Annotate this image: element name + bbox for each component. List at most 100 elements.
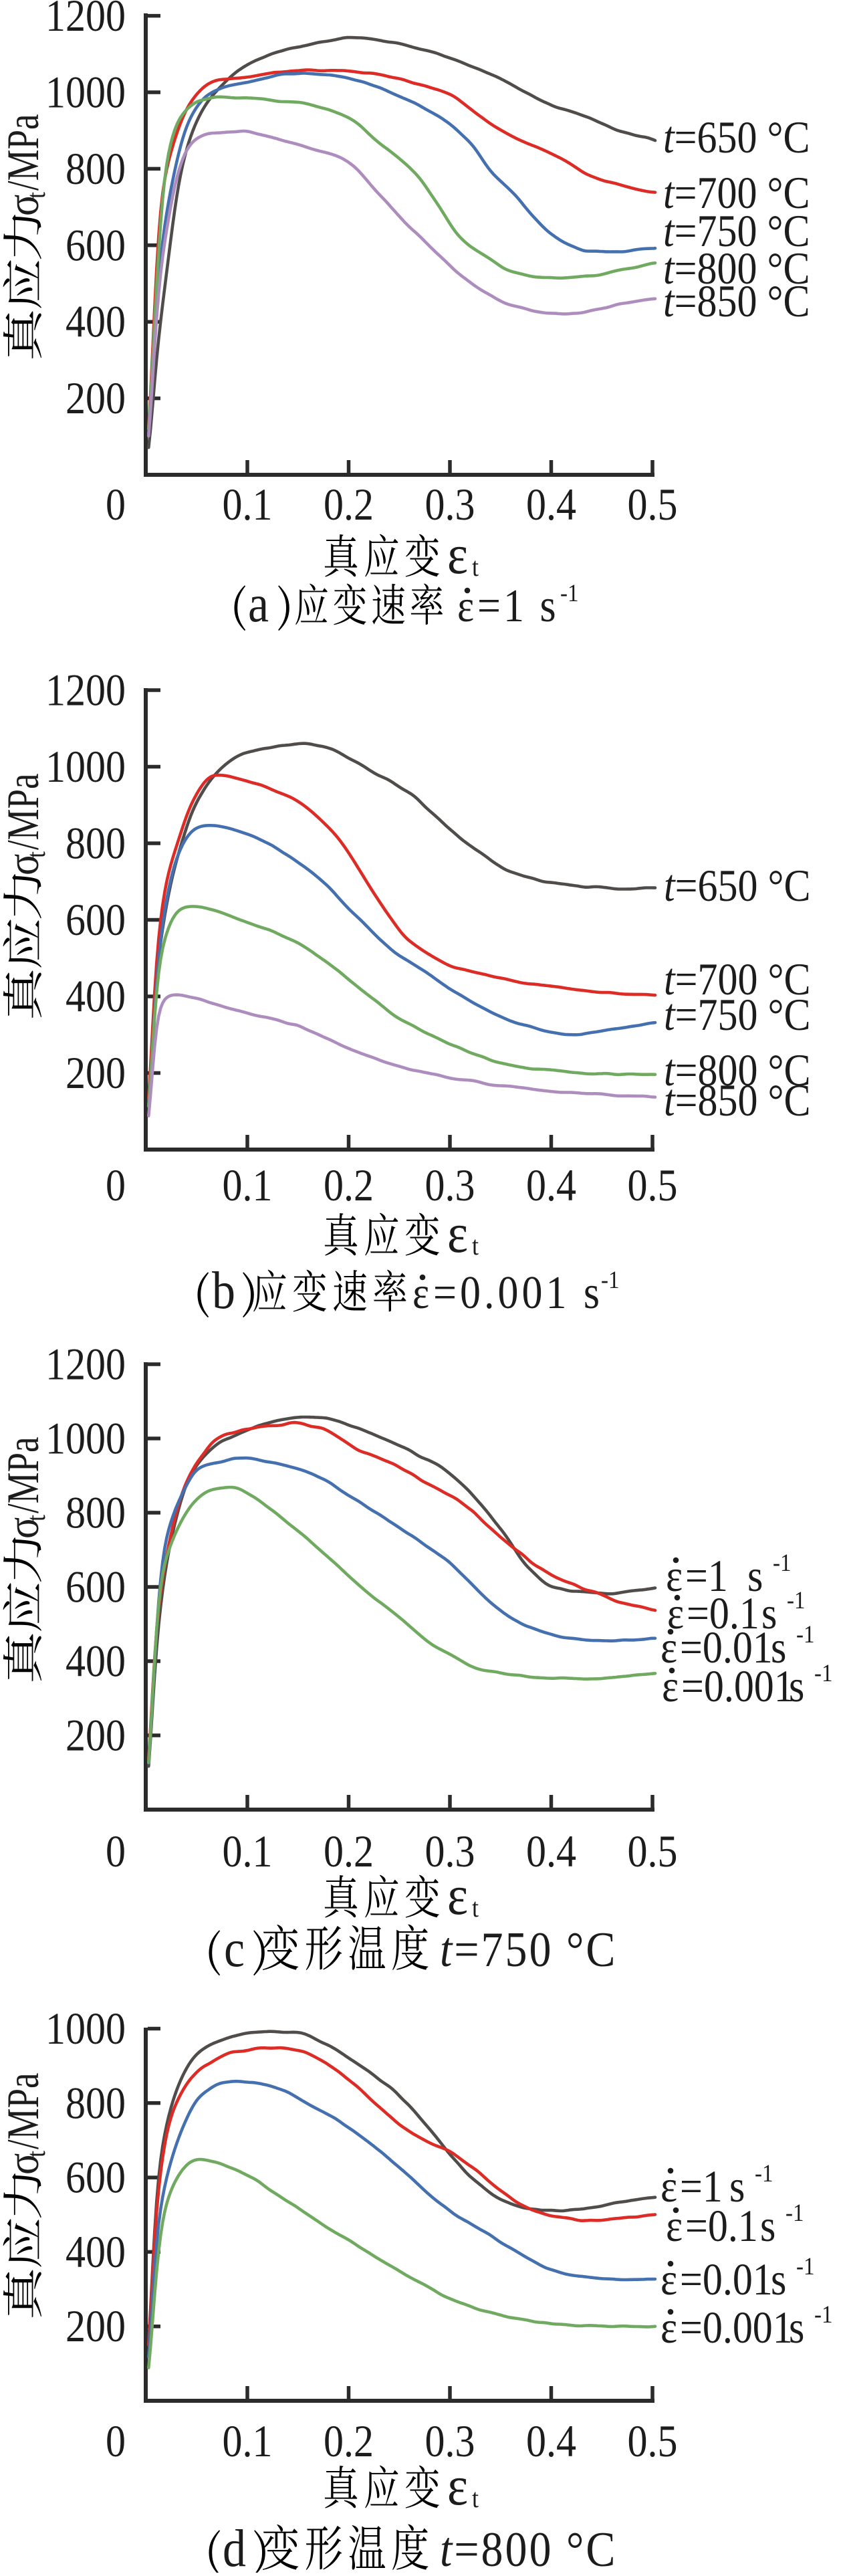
svg-text:1200: 1200 <box>45 1339 126 1389</box>
svg-text:s: s <box>747 1551 763 1601</box>
svg-text:=0.001: =0.001 <box>681 1661 794 1711</box>
svg-text:-1: -1 <box>755 2159 773 2187</box>
svg-text:0: 0 <box>106 1826 126 1876</box>
svg-text:0.4: 0.4 <box>526 479 576 530</box>
svg-text:800: 800 <box>66 2078 126 2128</box>
svg-text:0.4: 0.4 <box>526 2416 576 2466</box>
svg-text:=1: =1 <box>685 1551 728 1601</box>
svg-text:t: t <box>472 1231 479 1261</box>
svg-text:ε: ε <box>447 1865 468 1927</box>
svg-text:200: 200 <box>66 1048 126 1098</box>
svg-text:-1: -1 <box>787 1586 805 1614</box>
svg-text:0.5: 0.5 <box>628 479 678 530</box>
svg-text:σ: σ <box>0 1517 48 1539</box>
svg-text:0.5: 0.5 <box>628 1826 678 1876</box>
svg-text:=0.01: =0.01 <box>680 2254 773 2304</box>
svg-text:0.4: 0.4 <box>526 1826 576 1876</box>
svg-text:=0.01: =0.01 <box>680 1622 773 1673</box>
svg-text:=0.1: =0.1 <box>687 1588 759 1638</box>
svg-text:-1: -1 <box>814 2300 832 2328</box>
svg-text:s: s <box>760 2201 775 2251</box>
svg-text:t=650 °C: t=650 °C <box>664 861 810 911</box>
svg-text:t: t <box>21 851 51 858</box>
svg-text:/MPa: /MPa <box>0 114 49 191</box>
svg-text:1000: 1000 <box>45 2004 126 2054</box>
svg-text:σ: σ <box>0 854 48 875</box>
svg-text:200: 200 <box>66 373 126 423</box>
svg-text:0.3: 0.3 <box>425 479 475 530</box>
svg-text:/MPa: /MPa <box>0 2073 49 2149</box>
svg-text:0.1: 0.1 <box>223 1826 273 1876</box>
svg-text:ε: ε <box>447 524 468 586</box>
svg-text:ε: ε <box>447 1203 468 1265</box>
svg-text:0.2: 0.2 <box>324 1826 374 1876</box>
svg-text:σ: σ <box>0 195 48 216</box>
svg-text:-1: -1 <box>601 1266 619 1293</box>
svg-text:=0.1: =0.1 <box>685 2201 758 2251</box>
svg-text:σ: σ <box>0 2153 48 2175</box>
svg-text:0.3: 0.3 <box>425 1826 475 1876</box>
svg-text:a: a <box>248 574 269 633</box>
svg-text:s: s <box>789 2302 804 2353</box>
svg-text:0: 0 <box>106 2416 126 2466</box>
svg-text:t: t <box>472 2484 479 2513</box>
svg-text:=1: =1 <box>680 2161 723 2212</box>
svg-text:1200: 1200 <box>45 665 126 715</box>
svg-text:200: 200 <box>66 1710 126 1760</box>
svg-text:0.3: 0.3 <box>425 1160 475 1210</box>
svg-text:600: 600 <box>66 895 126 945</box>
svg-text:s: s <box>761 1588 777 1638</box>
svg-text:800: 800 <box>66 1487 126 1537</box>
svg-text:800: 800 <box>66 818 126 868</box>
svg-text:t=800 °C: t=800 °C <box>664 1045 810 1095</box>
svg-text:0.2: 0.2 <box>324 2416 374 2466</box>
svg-text:0.5: 0.5 <box>628 2416 678 2466</box>
svg-text:d: d <box>223 2519 246 2573</box>
svg-text:t=850 °C: t=850 °C <box>663 276 810 326</box>
svg-text:t=750 °C: t=750 °C <box>663 206 810 256</box>
svg-text:0.3: 0.3 <box>425 2416 475 2466</box>
svg-text:-1: -1 <box>786 2199 804 2226</box>
svg-text:s: s <box>729 2161 745 2212</box>
svg-text:-1: -1 <box>796 2252 814 2280</box>
svg-text:s: s <box>771 1622 786 1673</box>
svg-text:600: 600 <box>66 1562 126 1612</box>
svg-text:0: 0 <box>106 479 126 530</box>
svg-text:0: 0 <box>106 1160 126 1210</box>
svg-text:1000: 1000 <box>45 1413 126 1463</box>
svg-text:0.5: 0.5 <box>628 1160 678 1210</box>
svg-text:t=850 °C: t=850 °C <box>664 1075 810 1125</box>
svg-text:-1: -1 <box>560 579 578 607</box>
svg-text:s: s <box>789 1661 804 1711</box>
svg-text:t=750 °C: t=750 °C <box>664 990 810 1040</box>
svg-text:t=800 °C: t=800 °C <box>440 2522 617 2573</box>
svg-text:t: t <box>21 192 51 199</box>
svg-text:-1: -1 <box>814 1659 832 1687</box>
svg-text:0.1: 0.1 <box>223 2416 273 2466</box>
svg-text:t: t <box>472 1893 479 1923</box>
svg-text:t: t <box>472 552 479 582</box>
svg-text:c: c <box>224 1919 245 1978</box>
svg-text:400: 400 <box>66 1636 126 1686</box>
svg-text:400: 400 <box>66 971 126 1021</box>
svg-text:1000: 1000 <box>45 742 126 792</box>
svg-text:-1: -1 <box>773 1549 791 1576</box>
svg-text:t=650 °C: t=650 °C <box>663 112 810 163</box>
svg-text:=0.001 s: =0.001 s <box>433 1267 603 1319</box>
svg-text:s: s <box>771 2254 786 2304</box>
svg-text:800: 800 <box>66 144 126 194</box>
svg-text:t: t <box>21 1515 51 1521</box>
svg-text:=1 s: =1 s <box>477 580 559 632</box>
svg-text:b: b <box>212 1261 235 1320</box>
svg-text:t: t <box>21 2151 51 2157</box>
svg-text:/MPa: /MPa <box>0 1437 49 1513</box>
svg-text:ε: ε <box>447 2456 468 2517</box>
svg-text:t=800 °C: t=800 °C <box>663 243 810 294</box>
svg-text:0.2: 0.2 <box>324 479 374 530</box>
svg-text:t=750 °C: t=750 °C <box>440 1922 617 1977</box>
svg-text:1000: 1000 <box>45 67 126 117</box>
svg-text:0.2: 0.2 <box>324 1160 374 1210</box>
svg-text:0.4: 0.4 <box>526 1160 576 1210</box>
svg-text:t=700 °C: t=700 °C <box>663 168 810 218</box>
svg-text:400: 400 <box>66 296 126 346</box>
